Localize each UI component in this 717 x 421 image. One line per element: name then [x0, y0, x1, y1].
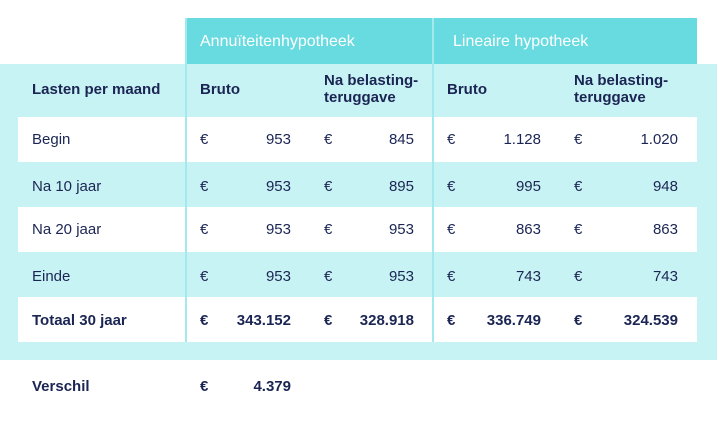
cell-value: 863: [652, 221, 678, 238]
difference-value: 4.379: [253, 378, 291, 395]
currency: €: [200, 131, 209, 148]
cell-value: 953: [265, 131, 291, 148]
currency: €: [324, 178, 333, 195]
row-label: Na 20 jaar: [32, 221, 102, 238]
difference-label: Verschil: [32, 378, 90, 395]
currency: €: [200, 221, 209, 238]
column-separator: [432, 18, 434, 342]
currency: €: [324, 268, 333, 285]
currency: €: [447, 312, 456, 329]
cell-value: 324.539: [623, 312, 678, 329]
cell-value: 336.749: [486, 312, 541, 329]
row-label: Totaal 30 jaar: [32, 312, 127, 329]
cell-value: 1.128: [503, 131, 541, 148]
currency: €: [447, 268, 456, 285]
cell-value: 948: [652, 178, 678, 195]
currency: €: [200, 378, 209, 395]
group-header-bg: [186, 18, 697, 64]
cell-value: 995: [515, 178, 541, 195]
currency: €: [574, 268, 583, 285]
row-bg: [18, 117, 697, 162]
column-header: Bruto: [447, 81, 487, 98]
currency: €: [200, 178, 209, 195]
currency: €: [324, 221, 333, 238]
currency: €: [200, 312, 209, 329]
currency: €: [447, 221, 456, 238]
cell-value: 953: [265, 178, 291, 195]
cell-value: 953: [265, 221, 291, 238]
cell-value: 895: [388, 178, 414, 195]
currency: €: [447, 178, 456, 195]
cell-value: 845: [388, 131, 414, 148]
column-header: Na belasting-teruggave: [324, 72, 419, 106]
column-header: Na belasting-teruggave: [574, 72, 669, 106]
row-label: Na 10 jaar: [32, 178, 102, 195]
cell-value: 953: [265, 268, 291, 285]
row-label: Begin: [32, 131, 71, 148]
cell-value: 953: [388, 221, 414, 238]
column-header: Bruto: [200, 81, 240, 98]
cell-value: 328.918: [359, 312, 414, 329]
column-header: Lasten per maand: [32, 81, 161, 98]
currency: €: [574, 178, 583, 195]
currency: €: [574, 221, 583, 238]
currency: €: [574, 312, 583, 329]
row-bg: [18, 297, 697, 342]
cell-value: 863: [515, 221, 541, 238]
currency: €: [324, 131, 333, 148]
cell-value: 1.020: [640, 131, 678, 148]
cell-value: 343.152: [236, 312, 291, 329]
row-label: Einde: [32, 268, 71, 285]
cell-value: 743: [652, 268, 678, 285]
cell-value: 953: [388, 268, 414, 285]
currency: €: [447, 131, 456, 148]
group-header: Lineaire hypotheek: [453, 33, 589, 50]
currency: €: [324, 312, 333, 329]
group-header: Annuïteitenhypotheek: [200, 33, 355, 50]
currency: €: [574, 131, 583, 148]
cell-value: 743: [515, 268, 541, 285]
column-separator: [185, 18, 187, 342]
row-bg: [18, 207, 697, 252]
currency: €: [200, 268, 209, 285]
